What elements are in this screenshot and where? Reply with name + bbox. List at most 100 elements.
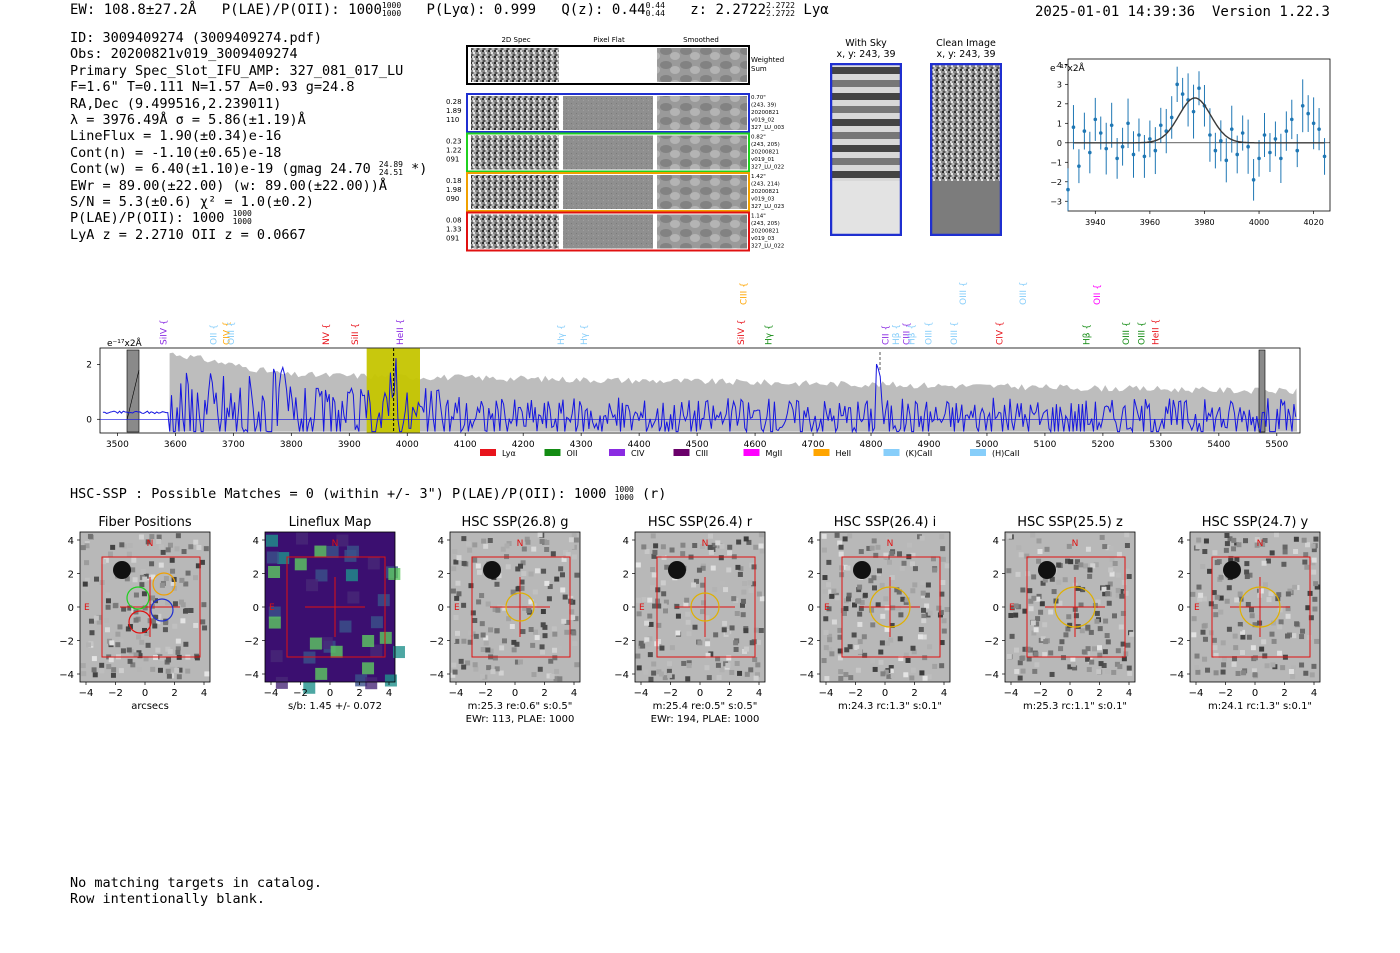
fit-point bbox=[1257, 156, 1261, 161]
cutout-caption: arcsecs bbox=[131, 701, 169, 712]
legend-swatch bbox=[609, 449, 625, 456]
cutout-xtick: −4 bbox=[79, 688, 94, 699]
cutout-ytick: 2 bbox=[1178, 570, 1184, 581]
north-label: N bbox=[1072, 539, 1079, 549]
cutout-xtick: −4 bbox=[634, 688, 649, 699]
cutout-xtick: −4 bbox=[264, 688, 279, 699]
aperture-box bbox=[841, 556, 941, 658]
with-sky-title: With Sky bbox=[845, 38, 887, 49]
with-sky-image bbox=[830, 63, 902, 236]
cutout-title: HSC SSP(24.7) y bbox=[1202, 515, 1309, 530]
cutout-xtick: 4 bbox=[1311, 688, 1317, 699]
row-left-value: 1.98 bbox=[446, 186, 462, 194]
fit-point bbox=[1279, 156, 1283, 161]
spectral-line-label: OIII { bbox=[1122, 321, 1132, 345]
row-right-value: 1.42" bbox=[751, 174, 766, 180]
line-name: Lyα bbox=[803, 2, 829, 18]
legend-swatch bbox=[970, 449, 986, 456]
cutout-xtick: 0 bbox=[882, 688, 888, 699]
cutout-ytick: −4 bbox=[59, 670, 74, 681]
cutout-xtick: 4 bbox=[386, 688, 392, 699]
cutout-xtick: 2 bbox=[726, 688, 732, 699]
cutout-panel-2: Lineflux Map N E 4 2 0 −2 −4 −4 −2 0 2 4 s/b: 1.45 +/… bbox=[235, 510, 405, 729]
sum-label: Sum bbox=[751, 65, 767, 73]
with-sky-coords: x, y: 243, 39 bbox=[836, 49, 896, 60]
spec-xtick-label: 5400 bbox=[1207, 440, 1230, 450]
neighbor-source bbox=[853, 561, 871, 579]
cutout-ytick: 2 bbox=[68, 570, 74, 581]
summary-obs: Obs: 20200821v019_3009409274 bbox=[70, 46, 298, 63]
summary-cont-n: Cont(n) = -1.10(±0.65)e-18 bbox=[70, 144, 282, 161]
fit-point bbox=[1071, 125, 1076, 130]
z-label: z: 2.2722 bbox=[690, 2, 767, 18]
fit-point bbox=[1137, 133, 1141, 137]
cutout-ytick: −2 bbox=[244, 637, 259, 648]
cutout-ytick: −4 bbox=[614, 670, 629, 681]
timestamp-bar: 2025-01-01 14:39:36 Version 1.22.3 bbox=[1035, 4, 1330, 20]
north-label: N bbox=[887, 539, 894, 549]
cutout-xtick: 4 bbox=[1126, 688, 1132, 699]
cutout-xtick: 0 bbox=[327, 688, 333, 699]
fit-point bbox=[1148, 137, 1152, 141]
bottom-note-line2: Row intentionally blank. bbox=[70, 890, 266, 907]
fit-ytick-label: −2 bbox=[1050, 178, 1062, 187]
row-left-value: 0.23 bbox=[446, 138, 462, 146]
header-pixelflat: Pixel Flat bbox=[593, 36, 625, 44]
north-label: N bbox=[1257, 539, 1264, 549]
ew-label: EW: 108.8±27.2Å bbox=[70, 2, 197, 18]
spectral-line-label: CII { bbox=[881, 325, 891, 345]
legend-label: CIII bbox=[696, 449, 709, 458]
fit-ytick-label: −3 bbox=[1050, 197, 1062, 206]
cutout-xtick: −2 bbox=[1218, 688, 1233, 699]
legend-label: MgII bbox=[766, 449, 783, 458]
spectral-line-label: CIV { bbox=[996, 321, 1006, 345]
east-label: E bbox=[269, 603, 275, 613]
spec-xtick-label: 5100 bbox=[1033, 440, 1056, 450]
cutout-ytick: 0 bbox=[253, 603, 259, 614]
cutout-ytick: 2 bbox=[438, 570, 444, 581]
cutout-ytick: −4 bbox=[429, 670, 444, 681]
cutout-panel-6: HSC SSP(25.5) z N E 4 2 0 −2 −4 −4 −2 0 2 4 m:25.3 rc… bbox=[975, 510, 1145, 729]
spec-xtick-label: 5000 bbox=[976, 440, 999, 450]
weighted-label: Weighted bbox=[751, 56, 784, 64]
cutout-ytick: −2 bbox=[984, 637, 999, 648]
cutout-ytick: −2 bbox=[429, 637, 444, 648]
cutout-ytick: −2 bbox=[1169, 637, 1184, 648]
header-smoothed: Smoothed bbox=[683, 36, 719, 44]
summary-sn: S/N = 5.3(±0.6) χ² = 1.0(±0.2) bbox=[70, 194, 314, 211]
line-fit-axes bbox=[1067, 58, 1331, 212]
spectral-line-label: OIII { bbox=[950, 321, 960, 345]
cutout-xtick: −2 bbox=[293, 688, 308, 699]
spec-xtick-label: 4200 bbox=[512, 440, 535, 450]
fiber-circle bbox=[126, 586, 150, 610]
spec-xtick-label: 5200 bbox=[1091, 440, 1114, 450]
weighted-sum-row bbox=[466, 45, 750, 85]
spectral-line-label: NV { bbox=[322, 324, 332, 345]
row-left-value: 0.18 bbox=[446, 177, 462, 185]
fit-point bbox=[1088, 150, 1092, 155]
detection-aperture bbox=[1239, 586, 1281, 628]
cutout-xtick: −2 bbox=[108, 688, 123, 699]
neighbor-source bbox=[1038, 561, 1056, 579]
row-right-value: v019_01 bbox=[751, 157, 775, 163]
cutout-caption: m:25.4 re:0.5" s:0.5" bbox=[653, 701, 758, 712]
summary-ewr: EWr = 89.00(±22.00) (w: 89.00(±22.00))Å bbox=[70, 177, 387, 194]
cutout-ytick: 0 bbox=[623, 603, 629, 614]
cutout-ytick: 2 bbox=[808, 570, 814, 581]
cutout-ytick: −4 bbox=[984, 670, 999, 681]
fit-point bbox=[1240, 131, 1245, 135]
legend-label: Lyα bbox=[502, 449, 516, 458]
cutout-xtick: 4 bbox=[201, 688, 207, 699]
fit-point bbox=[1295, 148, 1300, 153]
summary-radec: RA,Dec (9.499516,2.239011) bbox=[70, 95, 282, 112]
fit-point bbox=[1180, 92, 1185, 96]
cutout-caption-2: EWr: 113, PLAE: 1000 bbox=[466, 714, 575, 725]
fit-ytick-label: 4 bbox=[1057, 61, 1062, 70]
cutout-ytick: 4 bbox=[993, 536, 999, 547]
summary-lambda: λ = 3976.49Å σ = 5.86(±1.19)Å bbox=[70, 112, 306, 129]
clean-image bbox=[930, 63, 1002, 236]
fit-ytick-label: 3 bbox=[1057, 80, 1062, 89]
fiber-circle bbox=[152, 572, 176, 596]
spectral-line-label: HeII { bbox=[396, 319, 406, 345]
